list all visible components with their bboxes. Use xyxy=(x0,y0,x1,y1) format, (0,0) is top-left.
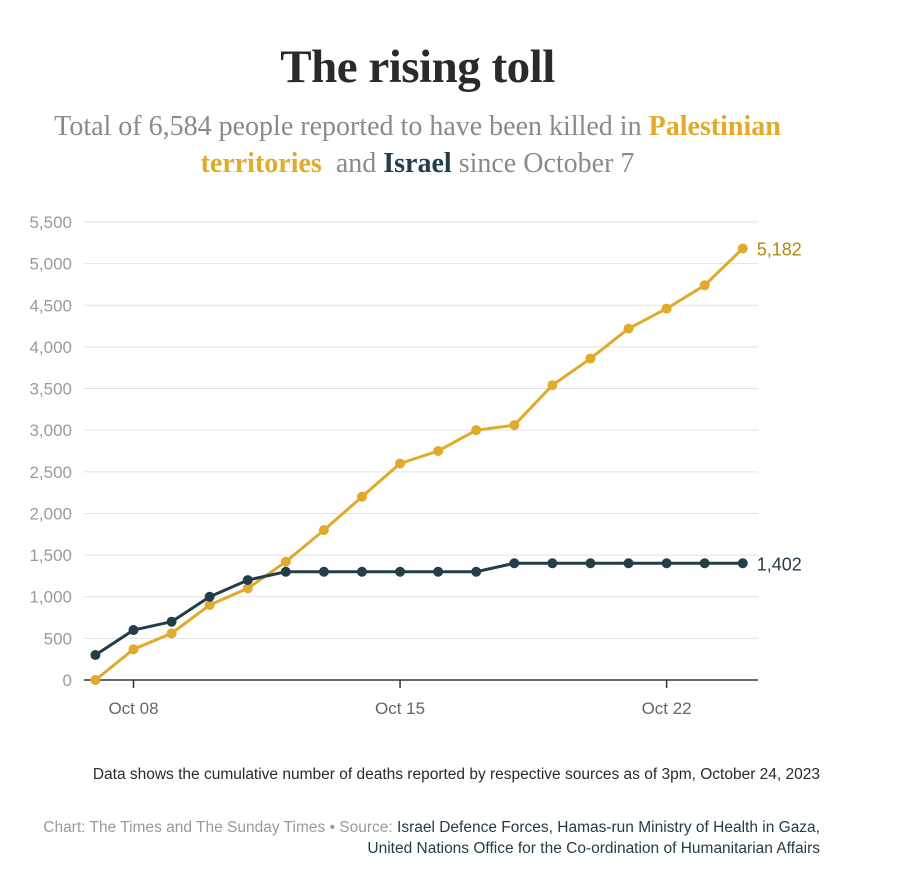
credit-sources: Israel Defence Forces, Hamas-run Ministr… xyxy=(367,819,820,857)
data-point-palestinian xyxy=(433,446,444,456)
data-point-palestinian xyxy=(356,491,367,502)
data-point-israel xyxy=(585,558,596,569)
data-point-palestinian xyxy=(547,380,558,391)
subtitle-israel: Israel xyxy=(383,148,452,179)
source-credit: Chart: The Times and The Sunday Times • … xyxy=(20,817,820,859)
data-point-israel xyxy=(166,616,177,627)
data-point-israel xyxy=(318,566,329,577)
data-point-israel xyxy=(661,558,672,569)
data-note: Data shows the cumulative number of deat… xyxy=(92,766,820,783)
subtitle-text-3: since October 7 xyxy=(451,148,635,179)
data-point-israel xyxy=(204,591,215,602)
chart-subtitle: Total of 6,584 people reported to have b… xyxy=(20,108,815,182)
data-point-palestinian xyxy=(128,644,139,655)
data-point-israel xyxy=(509,558,520,569)
data-point-palestinian xyxy=(737,243,748,254)
data-point-israel xyxy=(90,650,101,661)
data-point-palestinian xyxy=(699,280,710,291)
data-point-palestinian xyxy=(395,458,406,469)
data-point-israel xyxy=(395,566,406,577)
y-tick-label: 2,500 xyxy=(29,463,72,482)
x-tick-label: Oct 08 xyxy=(108,699,158,718)
data-point-israel xyxy=(699,558,710,569)
data-point-israel xyxy=(128,625,139,636)
series-line-palestinian xyxy=(94,247,744,682)
data-point-palestinian xyxy=(661,303,672,314)
data-point-israel xyxy=(547,558,558,569)
data-point-palestinian xyxy=(585,353,596,364)
y-tick-label: 1,500 xyxy=(29,546,72,565)
x-tick-label: Oct 22 xyxy=(642,699,692,718)
data-point-israel xyxy=(356,566,367,577)
data-point-palestinian xyxy=(204,600,215,611)
series-lines xyxy=(90,243,748,685)
y-tick-label: 0 xyxy=(63,671,72,690)
end-labels: 5,182 1,402 xyxy=(757,239,802,574)
data-point-palestinian xyxy=(280,556,291,567)
data-point-israel xyxy=(471,566,482,577)
grid-lines xyxy=(84,221,758,639)
subtitle-text-2: and xyxy=(321,148,384,179)
y-tick-label: 5,500 xyxy=(29,213,72,232)
data-point-israel xyxy=(737,558,748,569)
data-point-palestinian xyxy=(90,675,101,685)
data-point-palestinian xyxy=(509,420,520,431)
end-label-israel: 1,402 xyxy=(757,554,802,574)
y-tick-label: 4,000 xyxy=(29,338,72,357)
y-tick-label: 500 xyxy=(44,629,72,648)
y-tick-label: 2,000 xyxy=(29,504,72,523)
subtitle-palestinian: Palestinian territories xyxy=(200,111,781,179)
y-tick-label: 3,500 xyxy=(29,380,72,399)
data-point-israel xyxy=(623,558,634,569)
data-point-israel xyxy=(433,566,444,577)
x-tick-label: Oct 15 xyxy=(375,699,425,718)
data-point-palestinian xyxy=(318,525,329,536)
end-label-palestinian: 5,182 xyxy=(757,239,802,259)
data-point-israel xyxy=(242,575,253,586)
series-line-israel xyxy=(94,561,743,657)
data-point-palestinian xyxy=(623,323,634,334)
y-tick-label: 5,000 xyxy=(29,255,72,274)
data-point-israel xyxy=(280,566,291,577)
data-point-palestinian xyxy=(166,628,177,639)
subtitle-text-1: Total of 6,584 people reported to have b… xyxy=(54,111,649,142)
x-axis: Oct 08 Oct 15 Oct 22 xyxy=(84,679,758,718)
line-chart: 0 500 1,000 1,500 2,000 2,500 3,000 3,500 4,000 4… xyxy=(29,213,802,718)
y-axis-ticks: 0 500 1,000 1,500 2,000 2,500 3,000 3,500 4,000 4… xyxy=(29,213,72,690)
credit-prefix: Chart: The Times and The Sunday Times • … xyxy=(43,819,398,836)
y-tick-label: 3,000 xyxy=(29,421,72,440)
data-point-palestinian xyxy=(242,583,253,594)
chart-title: The rising toll xyxy=(280,41,555,93)
data-point-palestinian xyxy=(471,425,482,436)
y-tick-label: 4,500 xyxy=(29,296,72,315)
y-tick-label: 1,000 xyxy=(29,588,72,607)
